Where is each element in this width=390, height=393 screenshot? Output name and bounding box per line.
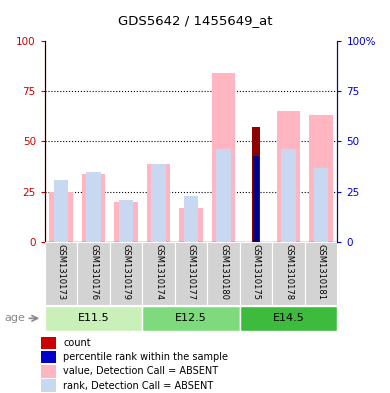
Text: GSM1310175: GSM1310175 <box>252 244 261 299</box>
Bar <box>119 200 133 242</box>
Bar <box>45 306 142 331</box>
Bar <box>277 111 300 242</box>
Bar <box>179 208 203 242</box>
Bar <box>207 242 240 305</box>
Text: GSM1310176: GSM1310176 <box>89 244 98 300</box>
Text: age: age <box>4 313 25 323</box>
Bar <box>147 163 170 242</box>
Bar <box>240 242 272 305</box>
Bar <box>314 167 328 242</box>
Text: GDS5642 / 1455649_at: GDS5642 / 1455649_at <box>118 14 272 27</box>
Bar <box>77 242 110 305</box>
Bar <box>253 156 259 242</box>
Text: E12.5: E12.5 <box>175 313 207 323</box>
Text: GSM1310180: GSM1310180 <box>219 244 228 299</box>
Bar <box>240 306 337 331</box>
Bar <box>114 202 138 242</box>
Text: E14.5: E14.5 <box>273 313 305 323</box>
Text: GSM1310181: GSM1310181 <box>317 244 326 299</box>
Text: count: count <box>63 338 91 348</box>
Bar <box>305 242 337 305</box>
Text: GSM1310179: GSM1310179 <box>122 244 131 299</box>
Text: GSM1310177: GSM1310177 <box>186 244 196 300</box>
Bar <box>142 306 240 331</box>
Text: E11.5: E11.5 <box>78 313 110 323</box>
Bar <box>175 242 207 305</box>
Text: percentile rank within the sample: percentile rank within the sample <box>63 352 229 362</box>
Bar <box>82 174 105 242</box>
Bar <box>142 242 175 305</box>
Bar <box>50 191 73 242</box>
Bar <box>41 336 56 349</box>
Bar <box>184 196 199 242</box>
Bar <box>281 149 296 242</box>
Bar <box>151 163 166 242</box>
Bar <box>272 242 305 305</box>
Bar <box>41 351 56 364</box>
Bar <box>309 116 333 242</box>
Text: rank, Detection Call = ABSENT: rank, Detection Call = ABSENT <box>63 380 214 391</box>
Bar <box>54 180 68 242</box>
Bar <box>216 149 231 242</box>
Text: GSM1310174: GSM1310174 <box>154 244 163 299</box>
Bar <box>45 242 77 305</box>
Bar <box>252 127 260 242</box>
Bar <box>212 73 235 242</box>
Bar <box>110 242 142 305</box>
Bar <box>41 379 56 392</box>
Text: value, Detection Call = ABSENT: value, Detection Call = ABSENT <box>63 366 218 376</box>
Bar <box>41 365 56 378</box>
Bar <box>86 171 101 242</box>
Text: GSM1310178: GSM1310178 <box>284 244 293 300</box>
Text: GSM1310173: GSM1310173 <box>57 244 66 300</box>
